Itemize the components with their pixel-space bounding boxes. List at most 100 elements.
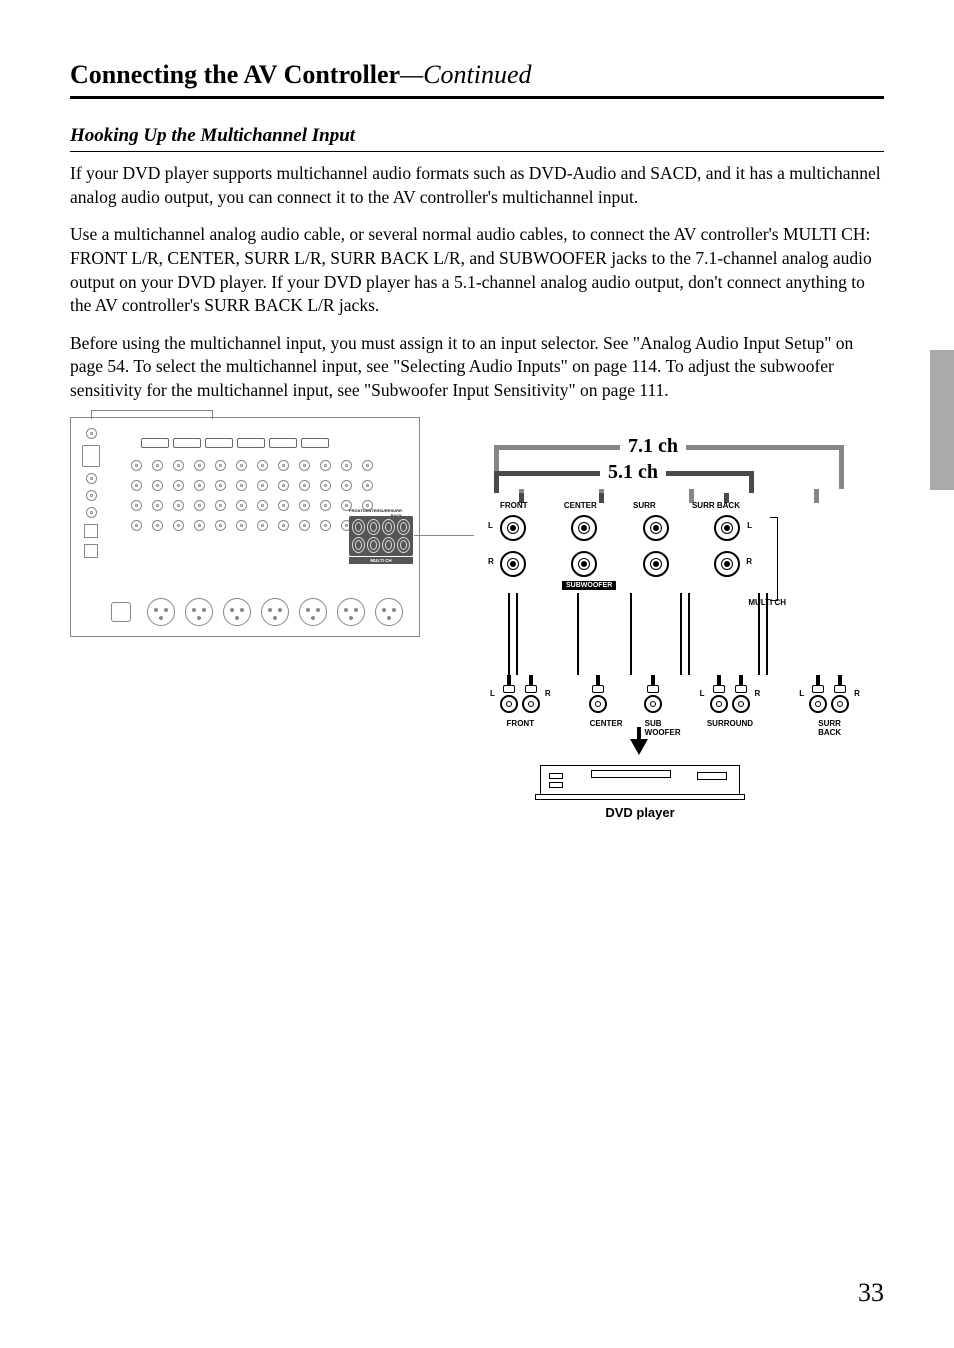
jack-icon <box>173 460 184 471</box>
jack-icon <box>320 500 331 511</box>
port-icon <box>84 544 98 558</box>
cable-front <box>508 593 518 675</box>
closeup-header: FRONT <box>500 501 528 510</box>
jack-icon <box>341 460 352 471</box>
jack-icon <box>86 428 97 439</box>
closeup-row-R <box>500 551 740 577</box>
jack-icon <box>278 460 289 471</box>
plug-icon <box>724 561 730 567</box>
xlr-icon <box>375 598 403 626</box>
jack-icon <box>278 500 289 511</box>
jack-icon <box>352 537 365 553</box>
hdmi-slot-icon <box>173 438 201 448</box>
jack-icon <box>571 551 597 577</box>
closeup-header: SURR <box>633 501 656 510</box>
body-paragraph-3: Before using the multichannel input, you… <box>70 332 884 403</box>
rca-plug-row: L R FRONT CENTER SUB WOOFER L R SURROUND <box>490 675 860 725</box>
lr-tag-R: R <box>854 689 860 698</box>
jack-icon <box>278 480 289 491</box>
jack-icon <box>299 480 310 491</box>
jack-icon <box>500 515 526 541</box>
jack-icon <box>571 515 597 541</box>
lr-tag-R: R <box>746 557 752 566</box>
lr-tag-L: L <box>799 689 804 698</box>
rca-plug-icon <box>645 675 661 713</box>
dvd-player-label: DVD player <box>540 805 740 820</box>
rca-plug-icon <box>711 675 727 713</box>
subwoofer-label: SUBWOOFER <box>562 581 616 590</box>
rca-group-surrback: L R SURR BACK <box>799 675 860 713</box>
closeup-header: CENTER <box>564 501 597 510</box>
jack-icon <box>152 480 163 491</box>
dvd-tray-icon <box>591 770 671 778</box>
jack-icon <box>367 537 380 553</box>
chapter-title-text: Connecting the AV Controller <box>70 60 400 89</box>
rca-plug-icon <box>590 675 606 713</box>
lr-tag-R: R <box>755 689 761 698</box>
chapter-title: Connecting the AV Controller—Continued <box>70 60 884 99</box>
jack-icon <box>194 500 205 511</box>
jack-icon <box>362 460 373 471</box>
dvd-buttons-icon <box>549 773 567 787</box>
port-icon <box>82 445 100 467</box>
jack-icon <box>257 500 268 511</box>
chapter-side-tab <box>930 350 954 490</box>
jack-icon <box>152 520 163 531</box>
jack-icon <box>714 551 740 577</box>
jack-icon <box>215 520 226 531</box>
cable-surrback <box>758 593 768 675</box>
callout-line <box>414 535 474 536</box>
closeup-header-row: FRONT CENTER SURR SURR BACK <box>500 501 740 510</box>
jack-icon <box>215 480 226 491</box>
lr-tag-L: L <box>700 689 705 698</box>
xlr-icon <box>299 598 327 626</box>
jack-icon <box>257 460 268 471</box>
multich-mini-bottom-label: MULTI CH <box>349 557 413 564</box>
dvd-display-icon <box>697 772 727 780</box>
lr-tag-L: L <box>488 521 493 530</box>
hdmi-slot-icon <box>205 438 233 448</box>
rca-plug-icon <box>733 675 749 713</box>
jack-icon <box>194 520 205 531</box>
jack-icon <box>643 551 669 577</box>
jack-icon <box>382 519 395 535</box>
rca-label: SURR BACK <box>799 719 860 737</box>
jack-icon <box>173 500 184 511</box>
label-51ch: 5.1 ch <box>600 461 666 484</box>
jack-icon <box>397 519 410 535</box>
jack-icon <box>382 537 395 553</box>
jack-icon <box>236 480 247 491</box>
jack-icon <box>236 460 247 471</box>
multich-bracket <box>770 517 778 601</box>
dvd-base-icon <box>535 794 745 800</box>
jack-icon <box>500 551 526 577</box>
lr-tag-R: R <box>545 689 551 698</box>
hdmi-slot-icon <box>237 438 265 448</box>
closeup-header: SURR BACK <box>692 501 740 510</box>
rca-group-sub: SUB WOOFER <box>645 675 661 713</box>
arrow-down-icon <box>630 739 648 755</box>
xlr-icon <box>147 598 175 626</box>
lr-tag-L: L <box>747 521 752 530</box>
jack-icon <box>236 500 247 511</box>
section-title: Hooking Up the Multichannel Input <box>70 125 884 152</box>
jack-icon <box>86 490 97 501</box>
jack-icon <box>643 515 669 541</box>
cable-sub <box>630 593 632 675</box>
xlr-icon <box>337 598 365 626</box>
cable-surr <box>680 593 690 675</box>
jack-icon <box>215 500 226 511</box>
lr-tag-R: R <box>488 557 494 566</box>
port-icon <box>84 524 98 538</box>
rca-plug-icon <box>501 675 517 713</box>
jack-icon <box>352 519 365 535</box>
cable-center <box>577 593 579 675</box>
jack-icon <box>278 520 289 531</box>
jack-icon <box>320 480 331 491</box>
jack-icon <box>367 519 380 535</box>
rca-label: CENTER <box>590 719 606 728</box>
jack-icon <box>194 460 205 471</box>
rca-group-front: L R FRONT <box>490 675 551 713</box>
jack-icon <box>362 480 373 491</box>
rca-jack-grid <box>131 460 380 538</box>
